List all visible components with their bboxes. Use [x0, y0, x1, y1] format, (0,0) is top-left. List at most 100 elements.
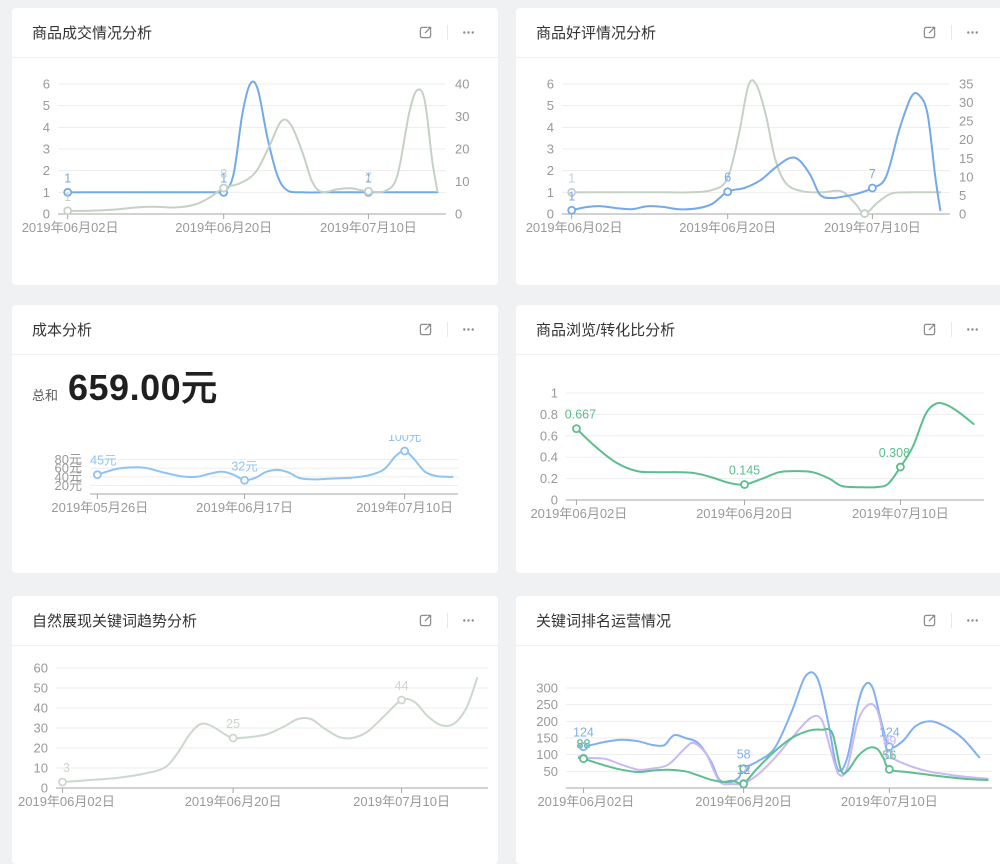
svg-text:40元: 40元 [55, 469, 82, 484]
svg-text:30: 30 [455, 109, 469, 124]
svg-text:1: 1 [64, 171, 71, 185]
svg-text:5: 5 [547, 98, 554, 113]
svg-text:7: 7 [365, 170, 372, 184]
svg-text:200: 200 [536, 714, 558, 729]
svg-text:2019年06月02日: 2019年06月02日 [18, 794, 115, 809]
panel-header: 商品好评情况分析 [516, 8, 1000, 58]
svg-text:1: 1 [365, 171, 372, 185]
svg-text:1: 1 [64, 190, 71, 204]
svg-text:10: 10 [34, 761, 48, 776]
svg-text:4: 4 [43, 120, 50, 135]
more-button[interactable] [963, 320, 982, 339]
toolbar-divider [447, 25, 448, 40]
more-icon [463, 619, 474, 622]
svg-text:25: 25 [959, 114, 973, 129]
svg-text:0: 0 [41, 781, 48, 796]
svg-text:20: 20 [455, 142, 469, 157]
svg-text:1: 1 [220, 171, 227, 185]
svg-text:80元: 80元 [55, 452, 82, 467]
more-icon [463, 31, 474, 34]
panel-deal-analysis: 商品成交情况分析 2019年06月02日 2019年06月20日 2019年07月1… [12, 8, 498, 285]
svg-text:14: 14 [737, 762, 751, 776]
svg-text:8: 8 [220, 167, 227, 181]
keyword-trend-chart: 2019年06月02日 2019年06月20日 2019年07月10日 0 10 20 30… [18, 661, 488, 809]
svg-text:2019年06月02日: 2019年06月02日 [530, 506, 627, 521]
panel-cost-analysis: 成本分析 总和 659.00元 2019年05月26日 2019年06月17日 20… [12, 305, 498, 573]
svg-text:15: 15 [959, 151, 973, 166]
svg-text:10: 10 [959, 169, 973, 184]
svg-text:300: 300 [536, 681, 558, 696]
svg-text:2019年06月02日: 2019年06月02日 [526, 220, 623, 235]
svg-text:30: 30 [959, 95, 973, 110]
more-button[interactable] [459, 23, 478, 42]
svg-text:35: 35 [959, 77, 973, 92]
panel-title: 自然展现关键词趋势分析 [32, 613, 198, 630]
svg-text:25: 25 [226, 717, 240, 731]
svg-text:90: 90 [577, 737, 591, 751]
toolbar-divider [447, 613, 448, 628]
more-icon [463, 328, 474, 331]
more-button[interactable] [963, 23, 982, 42]
svg-text:0: 0 [959, 207, 966, 222]
svg-text:2: 2 [43, 163, 50, 178]
toolbar-divider [951, 613, 952, 628]
svg-text:1: 1 [43, 185, 50, 200]
export-button[interactable] [919, 610, 940, 631]
svg-text:2019年06月20日: 2019年06月20日 [696, 506, 793, 521]
svg-text:99: 99 [882, 734, 896, 748]
svg-text:0.308: 0.308 [879, 446, 910, 460]
export-icon [419, 26, 432, 39]
svg-text:2019年06月17日: 2019年06月17日 [196, 500, 293, 515]
svg-text:50: 50 [544, 764, 558, 779]
export-button[interactable] [415, 22, 436, 43]
cost-analysis-chart: 2019年05月26日 2019年06月17日 2019年07月10日 20元40元6… [51, 435, 458, 515]
svg-text:40: 40 [455, 77, 469, 92]
svg-text:0.667: 0.667 [565, 408, 596, 422]
svg-text:44: 44 [395, 679, 409, 693]
review-analysis-chart: 2019年06月02日 2019年06月20日 2019年07月10日0123456… [526, 77, 974, 236]
more-icon [967, 328, 978, 331]
panel-title: 商品浏览/转化比分析 [536, 322, 676, 339]
more-icon [967, 31, 978, 34]
toolbar-divider [951, 25, 952, 40]
panel-title: 关键词排名运营情况 [536, 613, 672, 630]
kpi-label: 总和 [32, 388, 59, 403]
kpi-value: 659.00元 [68, 367, 218, 408]
export-button[interactable] [415, 319, 436, 340]
panel-toolbar [919, 610, 982, 631]
more-icon [967, 619, 978, 622]
svg-text:0.4: 0.4 [540, 450, 558, 465]
more-button[interactable] [963, 611, 982, 630]
more-button[interactable] [459, 320, 478, 339]
svg-text:1: 1 [568, 171, 575, 185]
svg-text:1: 1 [547, 185, 554, 200]
svg-text:0: 0 [43, 207, 50, 222]
toolbar-divider [447, 322, 448, 337]
svg-text:20元: 20元 [55, 478, 82, 493]
svg-text:150: 150 [536, 731, 558, 746]
dashboard: { "panels": [ {"title": "商品成交情况分析"}, {"t… [12, 8, 1000, 864]
deal-analysis-chart: 2019年06月02日 2019年06月20日 2019年07月10日0123456… [22, 77, 470, 236]
svg-text:3: 3 [63, 761, 70, 775]
svg-text:5: 5 [43, 98, 50, 113]
panel-review-analysis: 商品好评情况分析 2019年06月02日 2019年06月20日 2019年07月1… [516, 8, 1000, 285]
svg-text:10: 10 [455, 174, 469, 189]
svg-text:6: 6 [43, 77, 50, 92]
svg-text:1: 1 [551, 386, 558, 401]
svg-text:2019年07月10日: 2019年07月10日 [320, 220, 417, 235]
svg-text:2019年07月10日: 2019年07月10日 [852, 506, 949, 521]
svg-text:20: 20 [959, 132, 973, 147]
export-button[interactable] [919, 319, 940, 340]
svg-text:0.8: 0.8 [540, 407, 558, 422]
kpi-total-cost: 总和 659.00元 [32, 359, 218, 411]
svg-text:2019年07月10日: 2019年07月10日 [356, 500, 453, 515]
svg-text:2019年06月20日: 2019年06月20日 [185, 794, 282, 809]
svg-text:30: 30 [34, 721, 48, 736]
panel-keyword-rank: 关键词排名运营情况 2019年06月02日 2019年06月20日 2019年07月… [516, 596, 1000, 864]
export-button[interactable] [415, 610, 436, 631]
svg-text:2019年06月20日: 2019年06月20日 [679, 220, 776, 235]
conversion-analysis-chart: 2019年06月02日 2019年06月20日 2019年07月10日 0 0.2 0.4… [530, 386, 984, 521]
export-button[interactable] [919, 22, 940, 43]
svg-text:0.6: 0.6 [540, 428, 558, 443]
more-button[interactable] [459, 611, 478, 630]
